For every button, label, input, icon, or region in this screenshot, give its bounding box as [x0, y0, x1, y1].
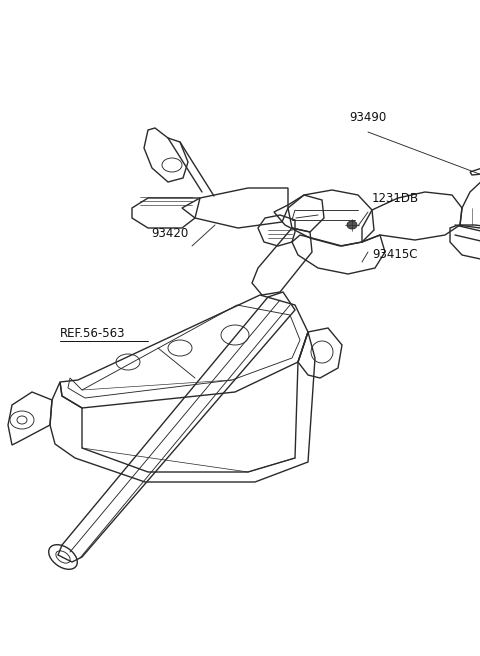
Text: 93490: 93490 [349, 111, 386, 124]
Text: REF.56-563: REF.56-563 [60, 327, 125, 340]
Text: 93420: 93420 [151, 227, 189, 240]
Ellipse shape [347, 221, 357, 229]
Text: 93415C: 93415C [372, 248, 418, 261]
Text: 1231DB: 1231DB [372, 192, 419, 205]
